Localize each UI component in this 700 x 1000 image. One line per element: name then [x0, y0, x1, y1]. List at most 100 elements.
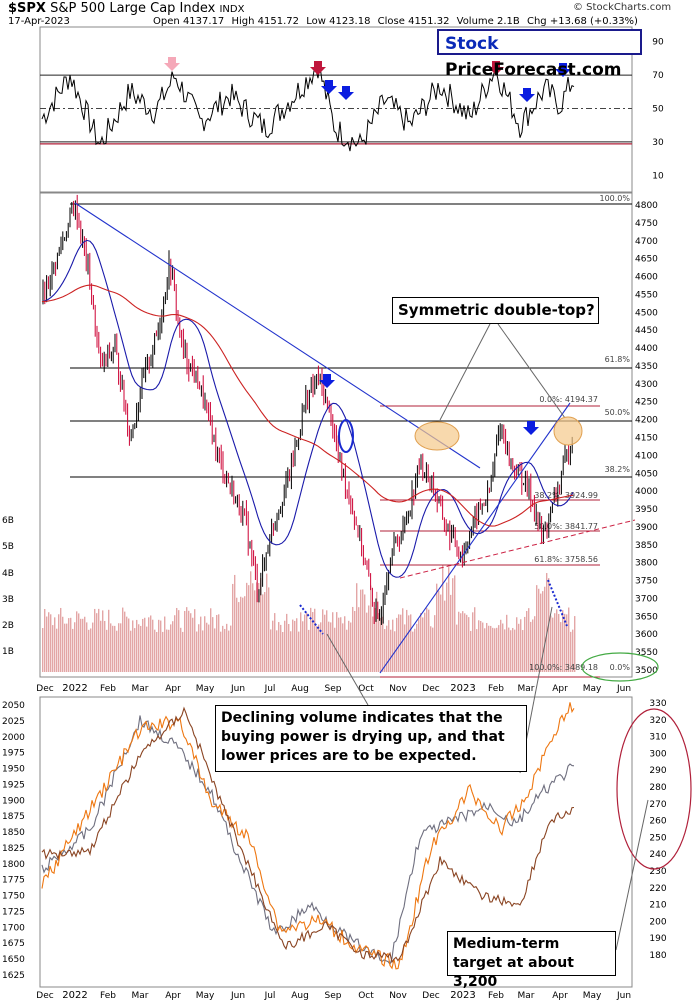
- volume-bar: [114, 625, 116, 672]
- x-axis-label-bottom: Dec: [422, 991, 439, 1000]
- rsi-blue-arrow: [555, 63, 571, 77]
- volume-bar: [50, 614, 52, 672]
- volume-bar: [558, 613, 560, 672]
- price-axis-label: 4250: [635, 398, 658, 408]
- volume-bar: [564, 613, 566, 672]
- x-axis-label: 2023: [450, 683, 475, 694]
- volume-bar: [252, 583, 254, 672]
- volume-bar: [410, 614, 412, 672]
- volume-bar: [52, 625, 54, 672]
- chart-header-line2: 17-Apr-2023 Open 4137.17 High 4151.72 Lo…: [8, 16, 638, 27]
- fib-label-00: 0.0%: [610, 663, 631, 672]
- price-axis-label: 3800: [635, 559, 658, 569]
- volume-bar: [494, 628, 496, 672]
- volume-bar: [378, 613, 380, 672]
- volume-bar: [418, 619, 420, 672]
- volume-bar: [180, 627, 182, 672]
- volume-bar: [260, 578, 262, 672]
- x-axis-label-bottom: Apr: [552, 991, 568, 1000]
- volume-bar: [290, 631, 292, 672]
- price-axis-label: 3500: [635, 666, 658, 676]
- volume-bar: [332, 612, 334, 672]
- volume-bar: [346, 629, 348, 672]
- volume-bar: [90, 628, 92, 672]
- volume-bar: [286, 613, 288, 672]
- volume-bar: [380, 617, 382, 672]
- price-blue-arrow: [319, 374, 335, 388]
- volume-bar: [406, 609, 408, 672]
- metals-right-axis-label: 190: [649, 934, 666, 944]
- price-panel-frame: [39, 192, 633, 678]
- volume-bar: [238, 602, 240, 672]
- metals-left-axis-label: 1850: [2, 828, 25, 838]
- volume-bar: [258, 582, 260, 672]
- volume-bar: [192, 617, 194, 672]
- volume-label: Volume: [456, 16, 494, 27]
- volume-bar: [248, 585, 250, 672]
- volume-bar: [314, 608, 316, 672]
- volume-bar: [250, 571, 252, 672]
- volume-bar: [340, 617, 342, 672]
- volume-bar: [128, 618, 130, 672]
- target-callout-pointer: [615, 799, 649, 951]
- volume-bar: [350, 622, 352, 672]
- volume-bar: [294, 620, 296, 672]
- price-axis-label: 3950: [635, 505, 658, 515]
- volume-bar: [262, 594, 264, 672]
- price-axis-label: 4400: [635, 344, 658, 354]
- volume-bar: [334, 627, 336, 672]
- volume-bar: [78, 613, 80, 672]
- fib-label-618: 61.8%: [605, 355, 631, 364]
- x-axis-label-bottom: Feb: [100, 991, 116, 1000]
- volume-bar: [70, 617, 72, 672]
- fib-label-3758: 61.8%: 3758.56: [534, 555, 598, 564]
- volume-bar: [504, 629, 506, 672]
- volume-bar: [436, 583, 438, 672]
- volume-bar: [92, 622, 94, 672]
- volume-bar: [200, 616, 202, 672]
- volume-bar: [452, 578, 454, 672]
- volume-bar: [502, 623, 504, 672]
- open-value: 4137.17: [182, 16, 225, 27]
- volume-bar: [526, 610, 528, 672]
- volume-bar: [430, 626, 432, 672]
- metals-left-axis-label: 2025: [2, 717, 25, 727]
- volume-bar: [498, 625, 500, 672]
- volume-bar: [308, 629, 310, 672]
- volume-bar: [320, 622, 322, 672]
- volume-callout-pointer: [326, 633, 369, 706]
- volume-bar: [342, 623, 344, 672]
- reversal-oval: [338, 419, 354, 453]
- volume-bar: [216, 614, 218, 672]
- volume-bar: [132, 620, 134, 672]
- metals-left-axis-label: 1875: [2, 812, 25, 822]
- volume-bar: [234, 574, 236, 672]
- price-axis-label: 4750: [635, 219, 658, 229]
- volume-bar: [112, 625, 114, 672]
- price-axis-label: 4150: [635, 434, 658, 444]
- volume-bar: [444, 600, 446, 672]
- volume-bar: [508, 627, 510, 672]
- volume-bar: [322, 609, 324, 672]
- volume-bar: [336, 612, 338, 672]
- volume-bar: [176, 607, 178, 672]
- volume-bar: [450, 594, 452, 672]
- volume-bar: [226, 623, 228, 672]
- volume-bar: [464, 613, 466, 672]
- volume-value: 2.1B: [497, 16, 520, 27]
- volume-bar: [412, 631, 414, 672]
- volume-bar: [574, 616, 576, 672]
- x-axis-label-bottom: Aug: [291, 991, 309, 1000]
- volume-bar: [130, 630, 132, 672]
- volume-bar: [270, 629, 272, 672]
- metals-right-axis-label: 270: [649, 800, 666, 810]
- volume-bar: [448, 567, 450, 672]
- metals-left-axis-label: 1975: [2, 749, 25, 759]
- rsi-axis-label: 50: [652, 104, 664, 114]
- volume-bar: [500, 619, 502, 672]
- volume-bar: [102, 610, 104, 672]
- volume-bar: [288, 624, 290, 672]
- metals-left-axis-label: 1675: [2, 939, 25, 949]
- volume-bar: [196, 631, 198, 672]
- x-axis-label: Mar: [518, 684, 535, 694]
